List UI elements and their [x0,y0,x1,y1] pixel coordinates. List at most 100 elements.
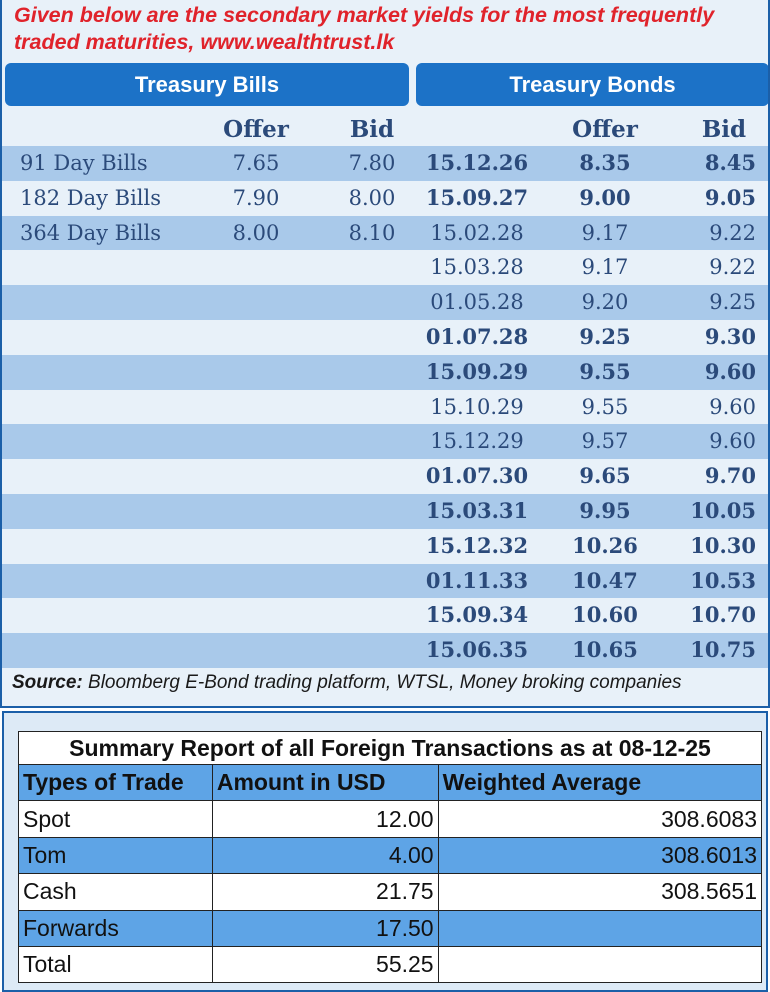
bond-maturity-cell: 01.07.28 [425,323,529,349]
bond-offer-cell: 9.17 [581,255,629,280]
bills-bid-column-header: Bid [349,116,395,143]
bill-name-cell: 364 Day Bills [20,220,162,245]
bill-bid-cell: 8.10 [348,220,396,245]
fx-wavg-cell: 308.6013 [437,836,763,875]
bill-name-cell: 182 Day Bills [20,185,162,210]
fx-wavg-cell [437,945,763,984]
yield-table: 91 Day Bills 7.65 7.80 15.12.26 8.35 8.45 182 … [2,146,768,668]
fx-amount-cell: 21.75 [211,873,439,911]
fx-table-title: Summary Report of all Foreign Transactio… [18,731,762,765]
bond-maturity-cell: 15.09.29 [425,358,529,384]
fx-type-cell: Cash [18,873,213,911]
yield-row: 01.07.28 9.25 9.30 [2,320,768,355]
bond-offer-cell: 9.57 [581,429,629,454]
yield-row: 15.03.31 9.95 10.05 [2,493,768,529]
fx-amount-cell: 4.00 [211,836,439,875]
yield-row: 01.05.28 9.20 9.25 [2,285,768,320]
bond-offer-cell: 9.20 [581,290,629,315]
table-row: Tom 4.00 308.6013 [18,836,763,875]
bond-bid-cell: 9.05 [704,184,756,210]
bills-offer-column-header: Offer [223,116,289,143]
bond-bid-cell: 10.05 [690,497,756,523]
bond-offer-cell: 9.55 [581,394,629,419]
table-row: Cash 21.75 308.5651 [18,873,763,911]
treasury-bonds-header: Treasury Bonds [416,63,768,106]
bond-bid-cell: 9.60 [709,394,756,419]
bond-bid-cell: 10.30 [690,532,756,558]
bond-bid-cell: 9.60 [704,358,756,384]
source-note: Source: Bloomberg E-Bond trading platfor… [12,672,762,694]
bond-offer-cell: 9.65 [579,463,631,489]
bond-bid-cell: 9.70 [704,463,756,489]
bond-offer-cell: 9.55 [579,358,631,384]
bonds-bid-column-header: Bid [701,116,747,143]
yield-row: 01.07.30 9.65 9.70 [2,459,768,494]
yield-row: 15.10.29 9.55 9.60 [2,390,768,425]
fx-type-cell: Total [18,945,213,984]
bond-maturity-cell: 15.12.26 [425,150,529,175]
fx-amount-cell: 17.50 [211,909,439,947]
foreign-transactions-panel: Summary Report of all Foreign Transactio… [2,711,768,992]
bond-offer-cell: 8.35 [579,150,631,175]
bond-bid-cell: 9.22 [709,255,756,280]
bond-bid-cell: 9.60 [709,429,756,454]
bond-bid-cell: 9.22 [709,220,756,245]
bond-offer-cell: 9.00 [579,184,631,210]
bond-bid-cell: 10.70 [690,602,756,628]
bill-offer-cell: 7.90 [232,185,280,210]
fx-amount-cell: 12.00 [211,800,439,838]
bond-maturity-cell: 15.12.32 [425,532,529,558]
bill-offer-cell: 8.00 [232,220,280,245]
fx-type-cell: Tom [18,836,213,875]
bond-maturity-cell: 01.07.30 [425,463,529,489]
headline-line-2: traded maturities, www.wealthtrust.lk [14,30,395,54]
bond-maturity-cell: 15.12.29 [430,429,524,454]
table-row: Spot 12.00 308.6083 [18,800,763,838]
fx-col-wavg-header: Weighted Average [437,763,763,802]
bond-maturity-cell: 15.09.34 [425,602,529,628]
bond-offer-cell: 10.65 [572,637,638,663]
bond-maturity-cell: 15.03.28 [430,255,524,280]
fx-col-amount-header: Amount in USD [211,763,439,802]
table-row: Total 55.25 [18,945,763,984]
bond-maturity-cell: 15.03.31 [425,497,529,523]
bill-name-cell: 91 Day Bills [20,151,148,175]
treasury-bills-header: Treasury Bills [5,63,409,106]
headline: Given below are the secondary market yie… [14,2,734,56]
source-text: Bloomberg E-Bond trading platform, WTSL,… [82,672,682,693]
yield-row: 15.12.29 9.57 9.60 [2,424,768,460]
bond-bid-cell: 10.75 [690,637,756,663]
yield-row: 15.12.32 10.26 10.30 [2,529,768,564]
yield-row: 15.03.28 9.17 9.22 [2,250,768,285]
bond-maturity-cell: 15.02.28 [430,220,524,245]
bond-bid-cell: 9.30 [704,323,756,349]
bond-maturity-cell: 15.06.35 [425,637,529,663]
yield-row: 15.09.34 10.60 10.70 [2,598,768,633]
bill-bid-cell: 8.00 [348,185,396,210]
yield-row: 364 Day Bills 8.00 8.10 15.02.28 9.17 9.22 [2,215,768,251]
fx-wavg-cell: 308.5651 [437,873,763,911]
yield-row: 91 Day Bills 7.65 7.80 15.12.26 8.35 8.45 [2,146,768,181]
fx-type-cell: Spot [18,800,213,838]
bond-bid-cell: 10.53 [690,567,756,593]
fx-amount-cell: 55.25 [211,945,439,984]
bond-bid-cell: 8.45 [704,150,756,175]
fx-wavg-cell: 308.6083 [437,800,763,838]
fx-col-type-header: Types of Trade [18,763,213,802]
bond-offer-cell: 9.25 [579,323,631,349]
bond-maturity-cell: 01.11.33 [425,567,529,593]
source-label: Source: [12,672,83,693]
bond-maturity-cell: 15.10.29 [430,394,524,419]
fx-type-cell: Forwards [18,909,213,947]
yield-row: 01.11.33 10.47 10.53 [2,563,768,599]
bond-offer-cell: 9.95 [579,497,631,523]
secondary-market-yields-panel: Given below are the secondary market yie… [0,0,770,708]
bill-bid-cell: 7.80 [348,151,396,175]
bonds-offer-column-header: Offer [572,116,638,143]
yield-row: 15.06.35 10.65 10.75 [2,633,768,668]
bond-offer-cell: 10.60 [572,602,638,628]
bond-offer-cell: 10.26 [572,532,638,558]
bond-offer-cell: 9.17 [581,220,629,245]
yield-row: 182 Day Bills 7.90 8.00 15.09.27 9.00 9.05 [2,181,768,216]
table-row: Forwards 17.50 [18,909,763,947]
